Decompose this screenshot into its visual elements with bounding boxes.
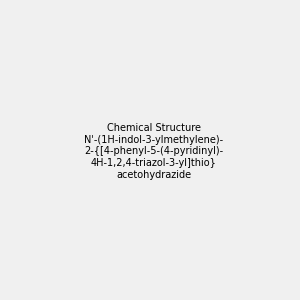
- Text: Chemical Structure
N'-(1H-indol-3-ylmethylene)-
2-{[4-phenyl-5-(4-pyridinyl)-
4H: Chemical Structure N'-(1H-indol-3-ylmeth…: [84, 123, 223, 180]
